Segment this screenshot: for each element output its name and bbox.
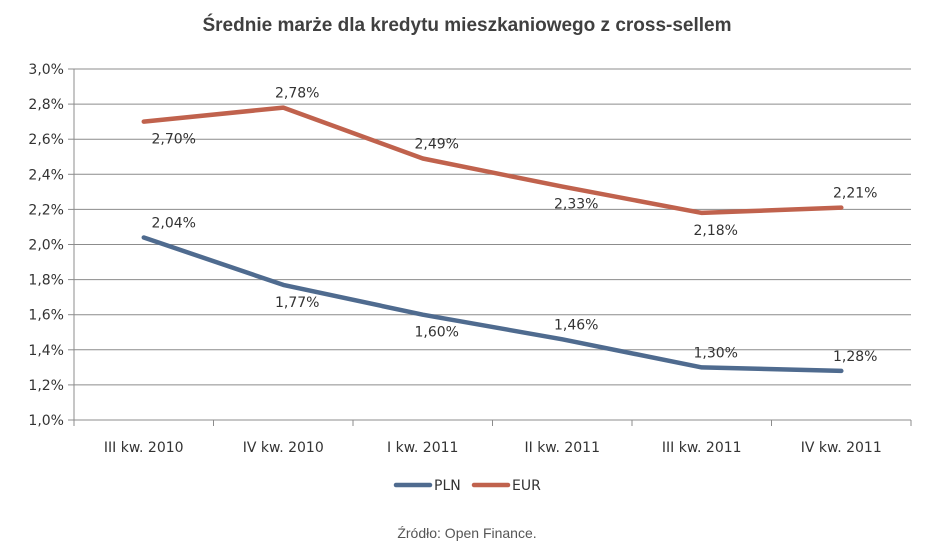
data-label: 1,46% bbox=[554, 317, 598, 333]
data-label: 1,77% bbox=[275, 295, 319, 311]
legend-label-eur: EUR bbox=[512, 478, 541, 494]
data-label: 1,28% bbox=[833, 349, 877, 365]
data-label: 2,70% bbox=[152, 132, 196, 148]
data-label: 2,49% bbox=[415, 137, 459, 153]
data-labels: 2,04% 1,77% 1,60% 1,46% 1,30% 1,28% 2,70% 2,78%… bbox=[152, 86, 878, 365]
y-tick-label: 1,0% bbox=[28, 413, 64, 429]
gridlines bbox=[68, 68, 912, 426]
y-tick-label: 2,8% bbox=[28, 97, 64, 113]
y-tick-label: 2,2% bbox=[28, 202, 64, 218]
x-axis-ticks: III kw. 2010 IV kw. 2010 I kw. 2011 II kw. … bbox=[104, 440, 882, 456]
y-tick-label: 2,0% bbox=[28, 238, 64, 254]
data-label: 1,60% bbox=[415, 325, 459, 341]
y-axis-ticks: 1,0% 1,2% 1,4% 1,6% 1,8% 2,0% 2,2% 2,4% 2,6% 2,8%… bbox=[28, 62, 64, 429]
source-note: Źródło: Open Finance. bbox=[397, 525, 536, 541]
x-tick-label: IV kw. 2010 bbox=[243, 440, 324, 456]
data-label: 1,30% bbox=[694, 345, 738, 361]
x-tick-label: II kw. 2011 bbox=[524, 440, 600, 456]
y-tick-label: 2,6% bbox=[28, 132, 64, 148]
y-tick-label: 1,4% bbox=[28, 343, 64, 359]
data-label: 2,33% bbox=[554, 197, 598, 213]
chart-title: Średnie marże dla kredytu mieszkaniowego… bbox=[202, 14, 731, 36]
x-tick-label: IV kw. 2011 bbox=[801, 440, 882, 456]
series-lines bbox=[141, 105, 844, 374]
y-tick-label: 1,8% bbox=[28, 273, 64, 289]
data-label: 2,78% bbox=[275, 86, 319, 102]
series-line-pln bbox=[141, 235, 844, 374]
data-label: 2,18% bbox=[694, 223, 738, 239]
legend-label-pln: PLN bbox=[434, 478, 461, 494]
legend: PLN EUR bbox=[393, 478, 541, 494]
y-tick-label: 1,2% bbox=[28, 378, 64, 394]
y-tick-label: 3,0% bbox=[28, 62, 64, 78]
x-tick-label: I kw. 2011 bbox=[387, 440, 458, 456]
data-label: 2,21% bbox=[833, 186, 877, 202]
x-tick-label: III kw. 2010 bbox=[104, 440, 184, 456]
series-line-eur bbox=[141, 105, 844, 216]
y-tick-label: 2,4% bbox=[28, 167, 64, 183]
data-label: 2,04% bbox=[152, 215, 196, 231]
x-tick-label: III kw. 2011 bbox=[662, 440, 742, 456]
y-tick-label: 1,6% bbox=[28, 308, 64, 324]
